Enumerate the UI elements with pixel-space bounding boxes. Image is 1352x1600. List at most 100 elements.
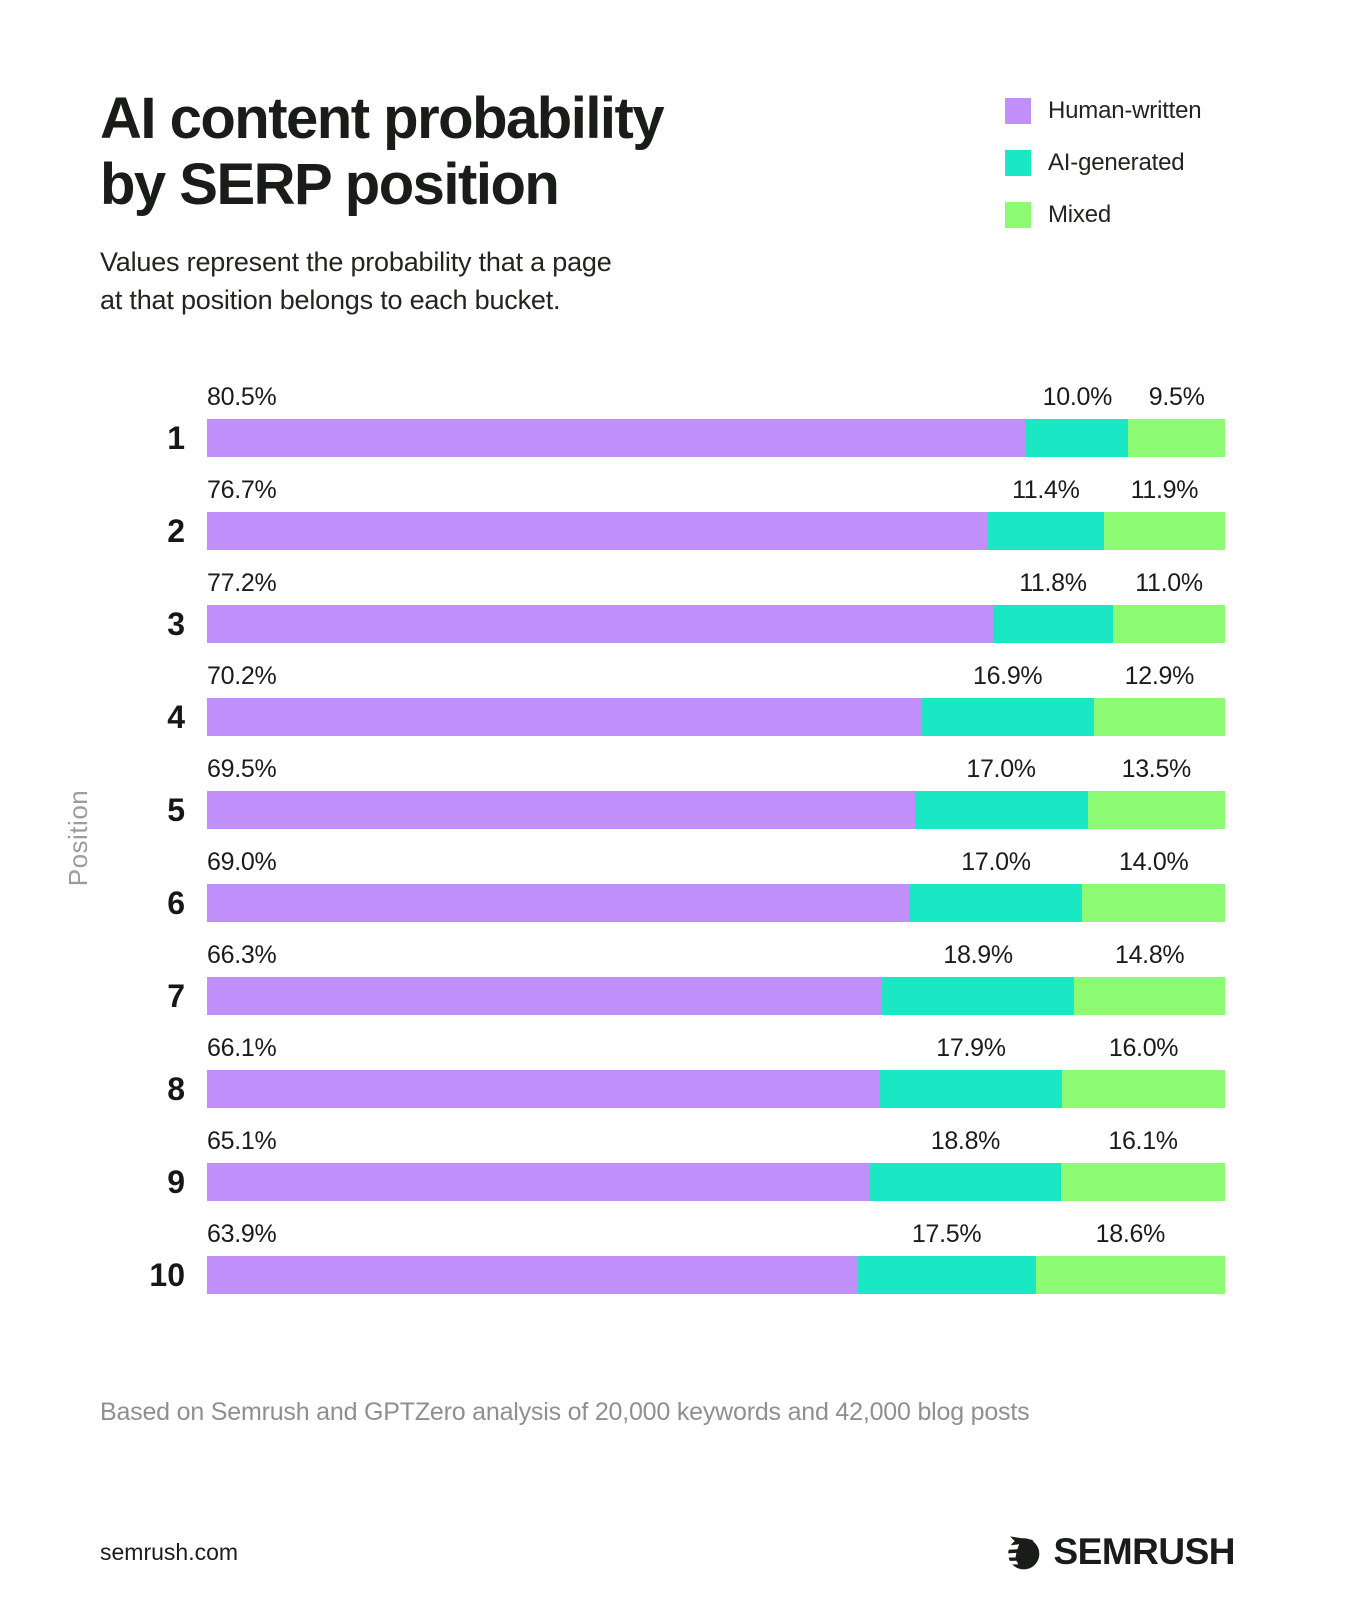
- chart-row-position-7: 66.3% 18.9% 14.8% 7: [167, 941, 1225, 1015]
- bar-segment-mixed: [1061, 1162, 1225, 1201]
- value-label-mixed: 11.0%: [1135, 568, 1203, 597]
- bar-segment-human-written: [207, 1255, 858, 1294]
- category-label: 1: [167, 419, 185, 456]
- legend-item-human-written: Human-written: [1005, 97, 1202, 125]
- category-label: 8: [167, 1070, 185, 1107]
- category-label: 3: [167, 605, 185, 642]
- bar-segment-ai-generated: [1026, 418, 1129, 457]
- value-label-human-written: 69.0%: [207, 847, 277, 876]
- legend-item-mixed: Mixed: [1005, 201, 1201, 229]
- chart: Position 80.5% 10.0% 9.5% 1 76.7% 11.4% 11.9% 2…: [63, 383, 1225, 1294]
- value-label-ai-generated: 16.9%: [972, 661, 1043, 690]
- chart-row-position-8: 66.1% 17.9% 16.0% 8: [167, 1034, 1225, 1108]
- bar-value-labels: 66.1% 17.9% 16.0%: [207, 1034, 1225, 1070]
- bar-segment-human-written: [207, 976, 882, 1015]
- bar-segment-human-written: [207, 1069, 880, 1108]
- bar-segment-mixed: [1035, 1255, 1225, 1294]
- bar-segment-human-written: [207, 790, 915, 829]
- chart-row-position-2: 76.7% 11.4% 11.9% 2: [167, 476, 1225, 550]
- value-label-mixed: 11.9%: [1130, 475, 1199, 504]
- value-label-human-written: 69.5%: [207, 754, 277, 783]
- bar-track: [207, 976, 1225, 1015]
- site-url: semrush.com: [100, 1538, 239, 1565]
- value-label-ai-generated: 17.0%: [966, 754, 1036, 783]
- bar-segment-human-written: [207, 1162, 870, 1201]
- value-label-mixed: 16.0%: [1108, 1033, 1179, 1062]
- bar-track: [207, 1162, 1225, 1201]
- footnote: Based on Semrush and GPTZero analysis of…: [100, 1397, 1030, 1426]
- y-axis-title: Position: [63, 790, 93, 887]
- semrush-comet-icon: [999, 1536, 1040, 1570]
- value-label-human-written: 66.3%: [207, 940, 277, 969]
- category-label: 10: [149, 1256, 185, 1293]
- header: AI content probability by SERP position …: [0, 0, 1352, 320]
- chart-row-position-6: 69.0% 17.0% 14.0% 6: [167, 847, 1225, 922]
- bar-value-labels: 69.5% 17.0% 13.5%: [207, 755, 1225, 791]
- bar-segment-mixed: [1062, 1069, 1225, 1108]
- bar-segment-ai-generated: [987, 511, 1104, 550]
- category-label: 9: [167, 1163, 185, 1200]
- bar-value-labels: 70.2% 16.9% 12.9%: [207, 662, 1225, 698]
- chart-row-position-10: 63.9% 17.5% 18.6% 10: [149, 1220, 1225, 1294]
- bar-track: [207, 1255, 1225, 1294]
- page-title: AI content probability by SERP position: [100, 86, 665, 218]
- purple-swatch-icon: [1005, 98, 1031, 124]
- category-label: 4: [167, 698, 185, 735]
- value-label-human-written: 70.2%: [207, 661, 277, 690]
- green-swatch-icon: [1005, 202, 1031, 228]
- bar-segment-mixed: [1093, 697, 1225, 736]
- value-label-mixed: 9.5%: [1148, 382, 1205, 411]
- chart-row-position-5: 69.5% 17.0% 13.5% 5: [167, 755, 1225, 829]
- value-label-mixed: 13.5%: [1121, 754, 1192, 783]
- bar-segment-ai-generated: [914, 790, 1088, 829]
- bar-value-labels: 66.3% 18.9% 14.8%: [207, 941, 1225, 977]
- bar-segment-mixed: [1103, 511, 1225, 550]
- value-label-ai-generated: 11.8%: [1019, 568, 1087, 597]
- value-label-ai-generated: 17.0%: [961, 847, 1031, 876]
- bar-track: [207, 1069, 1225, 1108]
- bar-value-labels: 80.5% 10.0% 9.5%: [207, 383, 1225, 419]
- value-label-mixed: 14.0%: [1119, 847, 1189, 876]
- bar-value-labels: 63.9% 17.5% 18.6%: [207, 1220, 1225, 1256]
- value-label-ai-generated: 11.4%: [1012, 475, 1080, 504]
- bar-segment-ai-generated: [881, 976, 1075, 1015]
- value-label-human-written: 77.2%: [207, 568, 277, 597]
- category-label: 5: [167, 791, 185, 828]
- category-label: 6: [167, 884, 185, 921]
- value-label-ai-generated: 17.5%: [911, 1219, 982, 1248]
- value-label-human-written: 63.9%: [207, 1219, 277, 1248]
- chart-row-position-9: 65.1% 18.8% 16.1% 9: [167, 1126, 1225, 1201]
- legend-label: Human-written: [1048, 97, 1202, 124]
- value-label-human-written: 76.7%: [207, 475, 277, 504]
- bar-segment-ai-generated: [879, 1069, 1063, 1108]
- bar-track: [207, 883, 1225, 922]
- teal-swatch-icon: [1005, 150, 1031, 176]
- bar-track: [207, 790, 1225, 829]
- bar-track: [207, 418, 1225, 457]
- chart-rows: 80.5% 10.0% 9.5% 1 76.7% 11.4% 11.9% 2 77.2% 11.8…: [149, 383, 1225, 1294]
- bar-segment-ai-generated: [857, 1255, 1036, 1294]
- bar-value-labels: 76.7% 11.4% 11.9%: [207, 476, 1225, 512]
- category-label: 7: [167, 977, 185, 1014]
- legend-item-ai-generated: AI-generated: [1005, 149, 1201, 177]
- legend: Human-written AI-generated Mixed: [1005, 97, 1202, 253]
- value-label-ai-generated: 18.9%: [943, 940, 1013, 969]
- bar-segment-human-written: [207, 418, 1027, 457]
- value-label-ai-generated: 10.0%: [1042, 382, 1113, 411]
- semrush-wordmark: SEMRUSH: [1053, 1531, 1235, 1572]
- subtitle: Values represent the probability that a …: [100, 247, 612, 316]
- bar-value-labels: 77.2% 11.8% 11.0%: [207, 569, 1225, 605]
- chart-row-position-1: 80.5% 10.0% 9.5% 1: [167, 383, 1225, 457]
- bar-segment-ai-generated: [869, 1162, 1062, 1201]
- bar-segment-mixed: [1074, 976, 1225, 1015]
- legend-label: AI-generated: [1048, 149, 1185, 176]
- bar-segment-mixed: [1128, 418, 1225, 457]
- bar-segment-ai-generated: [921, 697, 1094, 736]
- bar-segment-mixed: [1082, 883, 1225, 922]
- value-label-ai-generated: 17.9%: [936, 1033, 1006, 1062]
- value-label-ai-generated: 18.8%: [930, 1126, 1001, 1155]
- legend-label: Mixed: [1048, 201, 1112, 228]
- value-label-mixed: 16.1%: [1108, 1126, 1178, 1155]
- bar-track: [207, 604, 1225, 643]
